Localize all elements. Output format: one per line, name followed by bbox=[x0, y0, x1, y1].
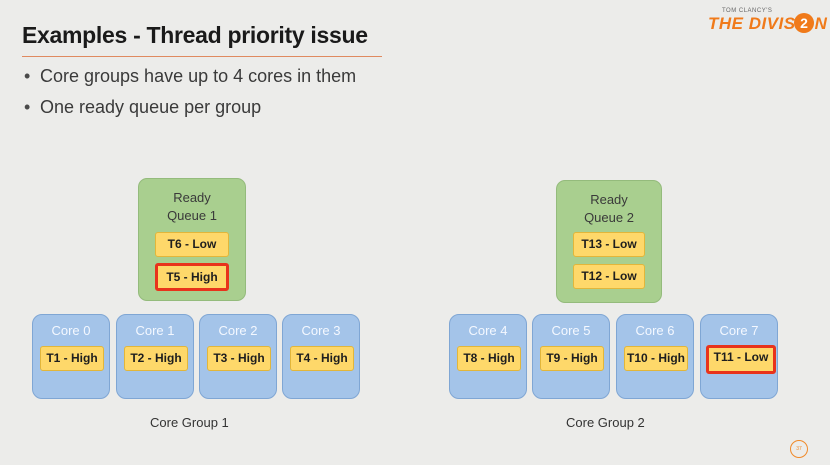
core-label: Core 0 bbox=[51, 323, 91, 338]
core-label: Core 7 bbox=[719, 323, 759, 338]
logo-small-text: TOM CLANCY'S bbox=[722, 8, 773, 14]
bullet-list: • Core groups have up to 4 cores in them … bbox=[24, 64, 356, 126]
core-task: T4 - High bbox=[290, 346, 354, 371]
core-task: T8 - High bbox=[457, 346, 521, 371]
bullet-glyph: • bbox=[24, 97, 31, 117]
bullet-text: One ready queue per group bbox=[40, 97, 262, 117]
logo-number: 2 bbox=[794, 13, 814, 33]
bullet-item: • One ready queue per group bbox=[24, 95, 356, 126]
title-underline bbox=[22, 56, 382, 57]
bullet-item: • Core groups have up to 4 cores in them bbox=[24, 64, 356, 95]
core-0: Core 0 T1 - High bbox=[32, 314, 110, 399]
core-task: T2 - High bbox=[124, 346, 188, 371]
core-label: Core 2 bbox=[218, 323, 258, 338]
core-5: Core 5 T9 - High bbox=[532, 314, 610, 399]
queue-label-line1: Ready bbox=[590, 192, 628, 207]
core-task-highlighted: T11 - Low bbox=[706, 345, 776, 374]
core-label: Core 1 bbox=[135, 323, 175, 338]
queue-label-line2: Queue 2 bbox=[584, 210, 634, 225]
core-3: Core 3 T4 - High bbox=[282, 314, 360, 399]
queue-task: T13 - Low bbox=[573, 232, 645, 257]
core-6: Core 6 T10 - High bbox=[616, 314, 694, 399]
core-7: Core 7 T11 - Low bbox=[700, 314, 778, 399]
bullet-text: Core groups have up to 4 cores in them bbox=[40, 66, 357, 86]
core-2: Core 2 T3 - High bbox=[199, 314, 277, 399]
queue-task: T12 - Low bbox=[573, 264, 645, 289]
bullet-glyph: • bbox=[24, 66, 31, 86]
core-task: T3 - High bbox=[207, 346, 271, 371]
core-label: Core 6 bbox=[635, 323, 675, 338]
division-2-logo: TOM CLANCY'S THE DIVISION 2 bbox=[708, 6, 827, 40]
queue-label-line1: Ready bbox=[173, 190, 211, 205]
queue-task-highlighted: T5 - High bbox=[155, 263, 229, 291]
ready-queue-2: Ready Queue 2 T13 - Low T12 - Low bbox=[556, 180, 662, 303]
ready-queue-1: Ready Queue 1 T6 - Low T5 - High bbox=[138, 178, 246, 301]
slide-title: Examples - Thread priority issue bbox=[22, 22, 368, 48]
queue-task: T6 - Low bbox=[155, 232, 229, 257]
core-task: T10 - High bbox=[624, 346, 688, 371]
core-label: Core 4 bbox=[468, 323, 508, 338]
core-4: Core 4 T8 - High bbox=[449, 314, 527, 399]
core-1: Core 1 T2 - High bbox=[116, 314, 194, 399]
page-number: 37 bbox=[790, 440, 808, 458]
core-task: T9 - High bbox=[540, 346, 604, 371]
core-label: Core 5 bbox=[551, 323, 591, 338]
queue-label-line2: Queue 1 bbox=[167, 208, 217, 223]
core-task: T1 - High bbox=[40, 346, 104, 371]
core-label: Core 3 bbox=[301, 323, 341, 338]
core-group-2-label: Core Group 2 bbox=[566, 415, 645, 430]
core-group-1-label: Core Group 1 bbox=[150, 415, 229, 430]
